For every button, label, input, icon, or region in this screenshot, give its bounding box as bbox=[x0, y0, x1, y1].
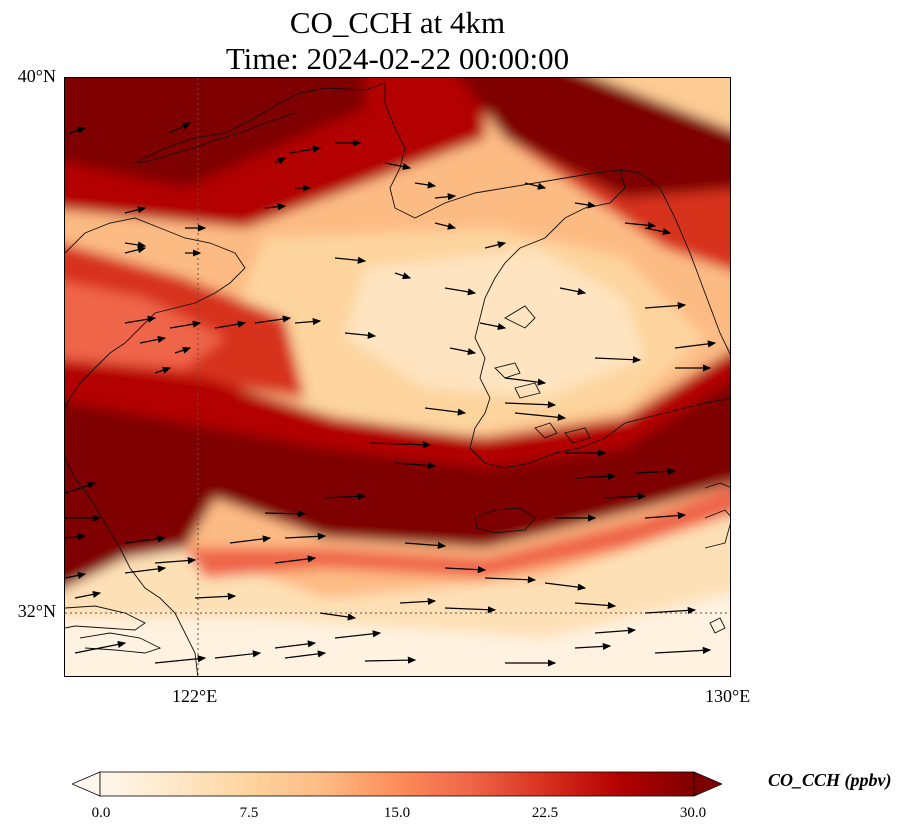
colorbar-min-extend bbox=[72, 771, 101, 797]
wind-arrow bbox=[524, 182, 547, 190]
wind-arrow bbox=[404, 541, 447, 550]
map-gridlines bbox=[65, 78, 730, 676]
wind-arrow bbox=[74, 590, 102, 599]
wind-arrow bbox=[154, 556, 197, 565]
lat-tick-40: 40°N bbox=[17, 66, 56, 86]
wind-arrow bbox=[214, 650, 262, 659]
lon-tick-122: 122°E bbox=[172, 686, 218, 706]
wind-arrow bbox=[274, 640, 317, 649]
colorbar-tick-1: 7.5 bbox=[239, 805, 259, 821]
wind-arrow bbox=[594, 626, 637, 635]
wind-arrow bbox=[644, 606, 697, 615]
colorbar-max-extend bbox=[693, 771, 722, 797]
wind-arrow bbox=[644, 511, 687, 520]
wind-arrow bbox=[399, 597, 437, 606]
wind-arrow bbox=[334, 630, 382, 639]
wind-arrow bbox=[644, 301, 687, 310]
wind-arrow bbox=[74, 640, 127, 654]
wind-arrow bbox=[124, 315, 157, 324]
wind-arrow bbox=[214, 320, 247, 329]
wind-arrow bbox=[624, 221, 657, 229]
wind-arrow bbox=[124, 246, 147, 254]
wind-arrow bbox=[369, 441, 432, 449]
wind-arrow bbox=[574, 601, 617, 610]
colorbar-tick-0: 0.0 bbox=[91, 805, 111, 821]
wind-arrow bbox=[124, 535, 167, 544]
colorbar-gradient bbox=[99, 771, 695, 797]
wind-arrow bbox=[124, 241, 147, 249]
wind-arrow bbox=[264, 203, 287, 211]
coastlines bbox=[65, 82, 730, 676]
wind-arrow bbox=[254, 315, 292, 324]
wind-arrow bbox=[574, 201, 597, 209]
colorbar bbox=[72, 771, 722, 797]
wind-arrow bbox=[654, 646, 712, 654]
wind-arrow bbox=[444, 566, 487, 574]
wind-arrow bbox=[174, 346, 192, 354]
wind-arrow bbox=[139, 335, 167, 344]
wind-arrow bbox=[69, 126, 87, 134]
wind-arrow bbox=[574, 472, 617, 480]
wind-vectors bbox=[65, 122, 717, 667]
wind-arrow bbox=[154, 366, 172, 374]
wind-arrow bbox=[414, 181, 437, 189]
wind-arrow bbox=[544, 582, 587, 591]
map-title: CO_CCH at 4km bbox=[289, 5, 506, 40]
wind-arrow bbox=[574, 642, 612, 651]
map-canvas bbox=[65, 78, 730, 676]
wind-arrow bbox=[124, 206, 147, 214]
wind-arrow bbox=[444, 606, 497, 614]
wind-arrow bbox=[504, 377, 547, 386]
wind-arrow bbox=[124, 565, 167, 574]
map-plot-area bbox=[64, 77, 731, 677]
wind-arrow bbox=[65, 571, 87, 579]
wind-arrow bbox=[634, 467, 677, 475]
wind-arrow bbox=[284, 532, 327, 540]
wind-arrow bbox=[394, 461, 437, 470]
wind-arrow bbox=[169, 320, 202, 329]
colorbar-tick-3: 22.5 bbox=[531, 805, 559, 821]
wind-arrow bbox=[289, 145, 322, 154]
wind-arrow bbox=[319, 612, 357, 621]
wind-arrow bbox=[264, 510, 307, 518]
wind-arrow bbox=[294, 317, 322, 326]
wind-arrow bbox=[229, 535, 272, 544]
wind-arrow bbox=[169, 122, 192, 134]
colorbar-tick-2: 15.0 bbox=[383, 805, 411, 821]
wind-arrow bbox=[604, 492, 647, 500]
colorbar-label: CO_CCH (ppbv) bbox=[768, 770, 892, 790]
map-subtitle-time: Time: 2024-02-22 00:00:00 bbox=[225, 41, 570, 76]
wind-arrow bbox=[274, 555, 317, 564]
colorbar-tick-4: 30.0 bbox=[679, 805, 707, 821]
wind-arrow bbox=[154, 655, 207, 664]
wind-arrow bbox=[334, 256, 367, 264]
wind-arrow bbox=[65, 533, 87, 541]
co-concentration-field bbox=[65, 78, 730, 676]
wind-arrow bbox=[444, 287, 477, 296]
wind-arrow bbox=[324, 492, 367, 500]
wind-arrow bbox=[434, 222, 457, 230]
wind-arrow bbox=[274, 157, 287, 165]
lat-tick-32: 32°N bbox=[17, 601, 56, 621]
wind-arrow bbox=[484, 576, 537, 584]
wind-arrow bbox=[364, 656, 417, 664]
wind-arrow bbox=[644, 227, 672, 236]
wind-arrow bbox=[559, 287, 587, 296]
wind-arrow bbox=[394, 272, 412, 280]
wind-arrow bbox=[449, 347, 477, 356]
wind-arrow bbox=[194, 592, 237, 600]
wind-arrow bbox=[384, 162, 412, 171]
wind-arrow bbox=[674, 340, 717, 349]
wind-arrow bbox=[65, 481, 97, 494]
wind-arrow bbox=[284, 650, 327, 659]
wind-arrow bbox=[434, 193, 457, 201]
wind-arrow bbox=[344, 331, 377, 339]
lon-tick-130: 130°E bbox=[705, 686, 751, 706]
wind-arrow bbox=[424, 407, 467, 416]
wind-arrow bbox=[484, 241, 507, 249]
wind-arrow bbox=[594, 356, 642, 364]
wind-arrow bbox=[514, 412, 567, 421]
wind-arrow bbox=[479, 322, 507, 331]
wind-arrow bbox=[504, 401, 557, 409]
